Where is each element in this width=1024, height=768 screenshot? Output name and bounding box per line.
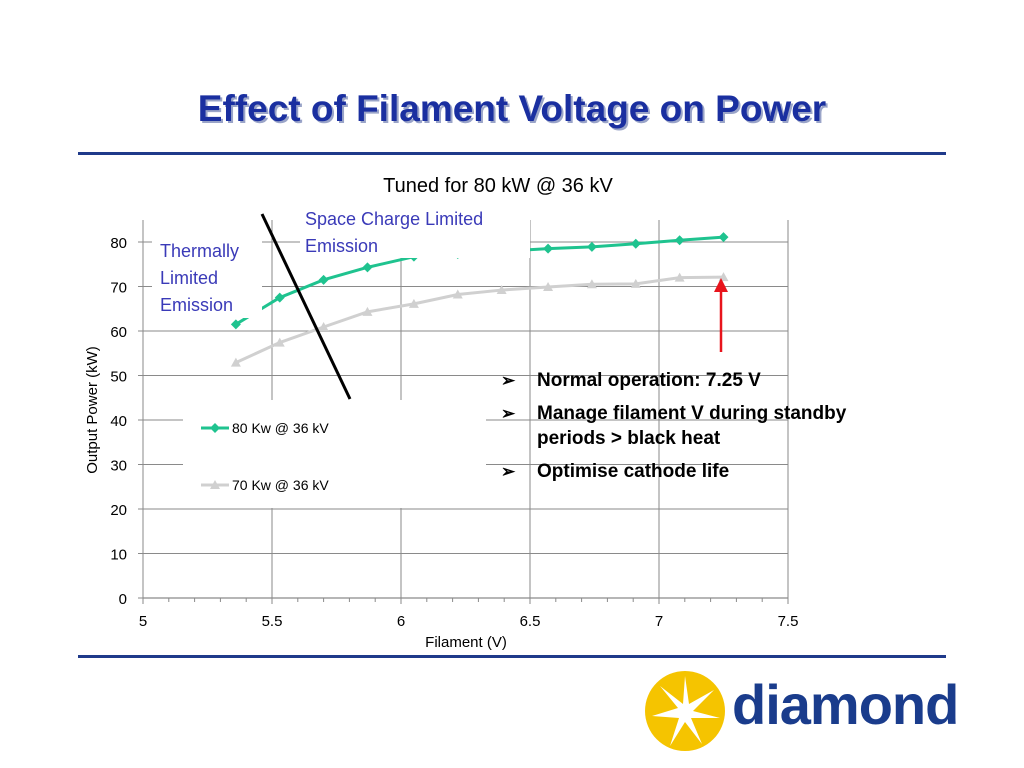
chart-axes [138,220,789,604]
slide-title: Effect of Filament Voltage on Power [197,88,827,129]
footer-divider [78,655,946,658]
series-line [235,275,724,364]
y-tick-label: 80 [110,235,127,252]
data-point [630,238,641,249]
legend-background [183,400,486,508]
legend-label: 80 Kw @ 36 kV [232,420,329,436]
annotation-space-charge-limited: Space Charge Limited Emission [300,206,530,258]
data-point [408,298,419,308]
annotation-text: Emission [305,236,378,256]
x-tick-label: 6 [397,613,405,630]
annotation-text: Limited [160,268,218,288]
bullet-item: ➢ Normal operation: 7.25 V [497,368,867,393]
data-point [452,289,463,299]
data-point [210,423,220,433]
boundary-line [260,213,352,400]
data-point [718,232,729,243]
y-tick-label: 50 [110,369,127,386]
y-tick-label: 30 [110,458,127,475]
data-point [586,241,597,252]
bullet-text: Manage filament V during standby periods… [537,403,847,449]
bullet-item: ➢ Manage filament V during standby period… [497,401,867,451]
y-tick-label: 10 [110,547,127,564]
diamond-logo: diamond [642,668,959,754]
annotation-text: Emission [160,295,233,315]
annotation-text: Space Charge Limited [305,209,483,229]
x-axis-label: Filament (V) [425,634,507,651]
arrow-bullet-icon: ➢ [501,371,516,390]
data-point [318,321,329,331]
y-tick-label: 20 [110,502,127,519]
data-point [674,235,685,246]
y-axis-label: Output Power (kW) [84,346,101,474]
y-tick-label: 0 [119,591,127,608]
annotation-thermally-limited: Thermally Limited Emission [152,236,262,318]
data-point [230,357,241,367]
tick-labels: 0 10 20 30 40 50 60 70 80 5 5.5 6 6.5 7 7.5 [110,235,798,630]
bullet-text: Normal operation: 7.25 V [537,370,761,391]
legend-label: 70 Kw @ 36 kV [232,477,329,493]
annotation-background [152,236,262,318]
data-point [210,480,220,489]
title-divider [78,152,946,155]
data-point [362,306,373,316]
arrow-bullet-icon: ➢ [501,404,516,423]
y-tick-label: 70 [110,280,127,297]
arrow-bullet-icon: ➢ [501,462,516,481]
x-tick-label: 7.5 [778,613,799,630]
annotation-background [300,206,530,258]
legend: 80 Kw @ 36 kV 70 Kw @ 36 kV [183,400,486,508]
annotation-text: Thermally [160,241,239,261]
bullet-text: Optimise cathode life [537,461,730,482]
data-point [230,319,241,330]
data-point [543,243,554,254]
y-tick-label: 60 [110,324,127,341]
logo-wordmark: diamond [732,673,959,736]
data-point [274,337,285,347]
y-tick-label: 40 [110,413,127,430]
bullet-list: ➢ Normal operation: 7.25 V ➢ Manage filame… [497,368,867,492]
data-point [362,262,373,273]
data-point [543,281,554,291]
data-point [630,278,641,288]
x-tick-label: 6.5 [520,613,541,630]
x-tick-label: 7 [655,613,663,630]
data-point [586,279,597,289]
operating-point-arrowhead [714,278,728,292]
sunburst-icon [645,671,725,751]
chart-title: Tuned for 80 kW @ 36 kV [383,175,613,197]
data-point [274,292,285,303]
data-point [318,274,329,285]
data-point [496,285,507,295]
bullet-item: ➢ Optimise cathode life [497,459,867,484]
x-tick-label: 5.5 [262,613,283,630]
data-point [674,272,685,282]
x-tick-label: 5 [139,613,147,630]
